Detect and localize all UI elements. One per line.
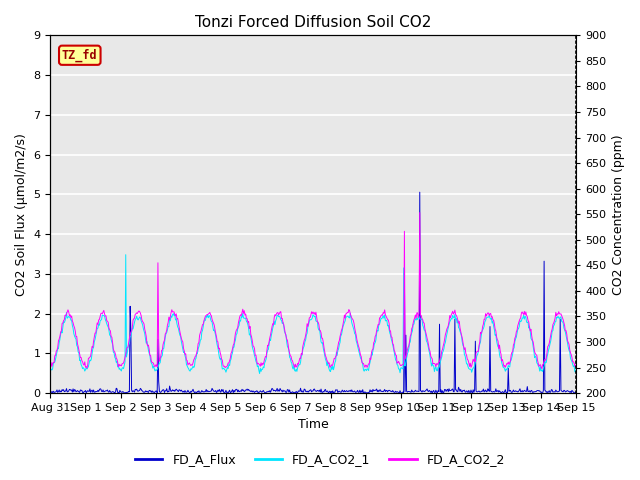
Text: TZ_fd: TZ_fd (62, 48, 97, 62)
Title: Tonzi Forced Diffusion Soil CO2: Tonzi Forced Diffusion Soil CO2 (195, 15, 431, 30)
X-axis label: Time: Time (298, 419, 329, 432)
Legend: FD_A_Flux, FD_A_CO2_1, FD_A_CO2_2: FD_A_Flux, FD_A_CO2_1, FD_A_CO2_2 (130, 448, 510, 471)
Y-axis label: CO2 Concentration (ppm): CO2 Concentration (ppm) (612, 134, 625, 295)
Y-axis label: CO2 Soil Flux (μmol/m2/s): CO2 Soil Flux (μmol/m2/s) (15, 133, 28, 296)
